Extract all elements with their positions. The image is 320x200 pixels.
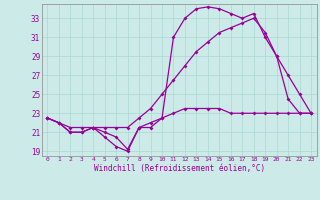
X-axis label: Windchill (Refroidissement éolien,°C): Windchill (Refroidissement éolien,°C) (94, 164, 265, 173)
